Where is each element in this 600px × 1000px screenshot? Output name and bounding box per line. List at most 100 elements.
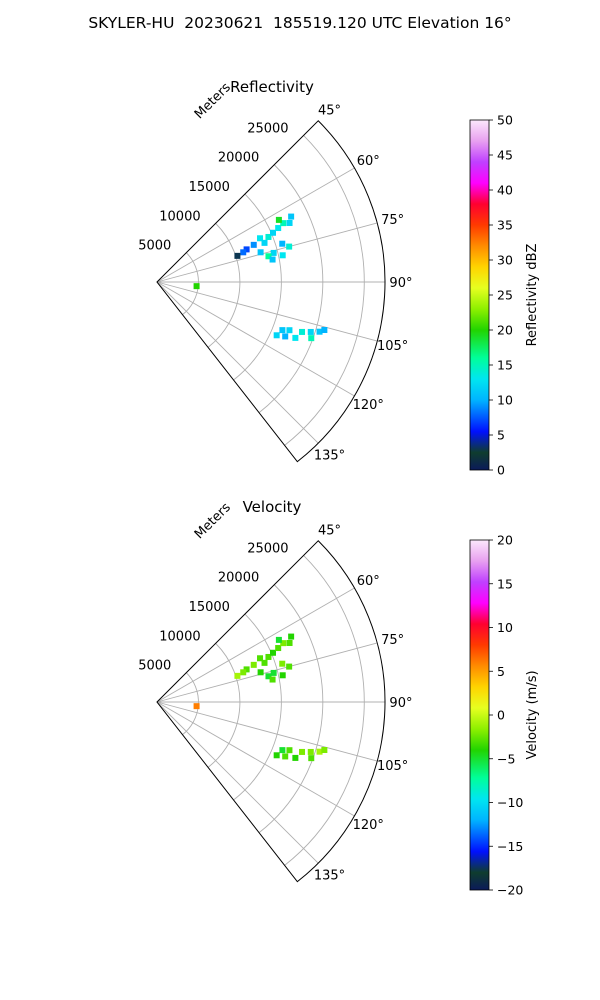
colorbar-tick-label: −20 bbox=[497, 883, 523, 898]
radar-gate-point bbox=[234, 252, 241, 259]
radar-gate-point bbox=[257, 249, 264, 256]
radar-gate-point bbox=[308, 335, 315, 342]
radar-gate-point bbox=[270, 669, 277, 676]
colorbar-tick-label: 50 bbox=[497, 113, 513, 128]
colorbar-tick-label: 10 bbox=[497, 393, 513, 408]
panel-title: Reflectivity bbox=[230, 78, 314, 96]
radar-gate-point bbox=[279, 747, 286, 754]
theta-grid-line bbox=[156, 587, 355, 703]
theta-tick-label: 90° bbox=[389, 276, 412, 291]
radar-gate-point bbox=[308, 755, 315, 762]
radar-gate-point bbox=[240, 669, 247, 676]
radar-gate-point bbox=[286, 639, 293, 646]
radar-gate-point bbox=[269, 676, 276, 683]
theta-grid-line bbox=[156, 701, 355, 817]
theta-tick-label: 90° bbox=[389, 696, 412, 711]
radar-gate-point bbox=[243, 666, 250, 673]
theta-tick-label: 60° bbox=[357, 574, 380, 589]
colorbar-tick-label: 0 bbox=[497, 463, 505, 478]
radar-gate-point bbox=[265, 233, 272, 240]
colorbar-tick-label: −15 bbox=[497, 839, 523, 854]
radar-gate-point bbox=[275, 216, 282, 223]
colorbar-tick-label: 15 bbox=[497, 576, 513, 591]
theta-tick-label: 120° bbox=[353, 818, 384, 833]
theta-tick-label: 60° bbox=[357, 154, 380, 169]
radar-gate-point bbox=[273, 332, 280, 339]
theta-grid-line bbox=[156, 701, 378, 762]
polar-frame bbox=[156, 540, 386, 883]
theta-grid-line bbox=[156, 281, 378, 342]
theta-tick-label: 75° bbox=[381, 213, 404, 228]
radar-gate-point bbox=[234, 672, 241, 679]
radar-gate-point bbox=[261, 239, 268, 246]
polar-frame bbox=[156, 120, 386, 463]
theta-grid-line bbox=[156, 642, 378, 703]
reflectivity-panel: Reflectivity 45° 60° 75° 90° 105° 120° 135° 5000… bbox=[138, 78, 540, 478]
theta-tick-label: 105° bbox=[377, 339, 408, 354]
theta-tick-label: 135° bbox=[314, 869, 345, 884]
colorbar-tick-label: 5 bbox=[497, 664, 505, 679]
radar-gate-point bbox=[299, 328, 306, 335]
theta-grid-line bbox=[156, 167, 355, 283]
radial-grid-ring bbox=[258, 164, 324, 414]
radial-tick-label: 25000 bbox=[247, 541, 288, 556]
radar-gate-point bbox=[307, 328, 314, 335]
radar-gate-point bbox=[275, 225, 282, 232]
colorbar bbox=[469, 539, 490, 891]
radial-grid-ring bbox=[207, 643, 241, 768]
radar-gate-point bbox=[292, 334, 299, 341]
radar-gate-point bbox=[265, 253, 272, 260]
radial-tick-label: 20000 bbox=[218, 151, 259, 166]
colorbar-tick-label: 15 bbox=[497, 358, 513, 373]
theta-grid-line bbox=[156, 281, 319, 444]
radar-gate-point bbox=[280, 640, 287, 647]
radar-gate-point bbox=[279, 240, 286, 247]
colorbar-tick-label: 0 bbox=[497, 708, 505, 723]
radar-gate-point bbox=[286, 243, 293, 250]
radial-tick-label: 15000 bbox=[189, 600, 230, 615]
radar-gate-point bbox=[250, 661, 257, 668]
theta-tick-label: 45° bbox=[318, 103, 341, 118]
radial-tick-label: 20000 bbox=[218, 571, 259, 586]
radial-grid-ring bbox=[258, 584, 324, 834]
colorbar-tick-label: 20 bbox=[497, 323, 513, 338]
radar-gate-point bbox=[265, 653, 272, 660]
radar-gate-point bbox=[316, 328, 323, 335]
radial-tick-label: 25000 bbox=[247, 121, 288, 136]
radar-gate-point bbox=[261, 659, 268, 666]
radar-gate-point bbox=[275, 636, 282, 643]
velocity-panel: Velocity 45° 60° 75° 90° 105° 120° 135° 5000 1000… bbox=[138, 498, 540, 898]
theta-tick-label: 135° bbox=[314, 449, 345, 464]
radar-gate-point bbox=[279, 252, 286, 259]
radial-tick-label: 10000 bbox=[159, 629, 200, 644]
radar-gate-point bbox=[321, 746, 328, 753]
colorbar-tick-label: 45 bbox=[497, 148, 513, 163]
radial-grid-ring bbox=[207, 223, 241, 348]
radar-gate-point bbox=[257, 235, 264, 242]
radial-axis-label: Meters bbox=[192, 500, 234, 542]
colorbar-label: Reflectivity dBZ bbox=[525, 244, 540, 347]
radar-gate-point bbox=[240, 249, 247, 256]
colorbar-tick-label: −10 bbox=[497, 795, 523, 810]
radial-tick-label: 5000 bbox=[138, 659, 171, 674]
radial-grid-ring bbox=[284, 135, 365, 446]
radial-grid-ring bbox=[284, 555, 365, 866]
radial-grid-ring bbox=[233, 613, 282, 801]
colorbar-tick-label: 40 bbox=[497, 183, 513, 198]
radar-gate-point bbox=[307, 748, 314, 755]
colorbar-label: Velocity (m/s) bbox=[525, 670, 540, 759]
radar-gate-point bbox=[279, 660, 286, 667]
colorbar bbox=[469, 119, 490, 471]
radar-gate-point bbox=[292, 754, 299, 761]
theta-tick-label: 120° bbox=[353, 398, 384, 413]
radar-gate-point bbox=[270, 249, 277, 256]
radar-gate-point bbox=[282, 333, 289, 340]
colorbar-tick-label: 25 bbox=[497, 288, 513, 303]
radar-gate-point bbox=[250, 241, 257, 248]
radar-gate-point bbox=[265, 673, 272, 680]
radar-gate-point bbox=[288, 633, 295, 640]
panel-title: Velocity bbox=[243, 498, 302, 516]
radar-gate-point bbox=[286, 747, 293, 754]
colorbar-tick-label: 20 bbox=[497, 533, 513, 548]
